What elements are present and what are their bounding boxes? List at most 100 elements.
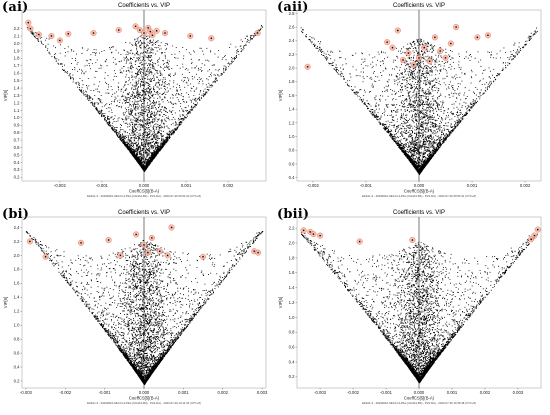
y-tick-label: 1.8 — [289, 79, 295, 84]
y-tick-label: 2.0 — [289, 240, 295, 245]
point-cloud — [25, 230, 264, 386]
x-tick-label: 0.001 — [467, 183, 478, 188]
highlight-point — [107, 239, 110, 241]
highlight-point — [155, 30, 158, 32]
data-points — [25, 230, 264, 386]
y-tick-label: 0.8 — [14, 337, 20, 342]
x-tick-label: -0.001 — [360, 183, 373, 188]
x-tick-label: 0.002 — [520, 183, 531, 188]
highlight-point — [67, 33, 69, 35]
y-tick-label: 1.1 — [14, 108, 20, 113]
highlight-point — [27, 21, 30, 24]
y-tick-label: 0.4 — [289, 359, 295, 364]
x-axis-label: CoeffCS[5](B-A) — [404, 189, 435, 194]
x-tick-label: 0.001 — [178, 390, 189, 395]
scatter-chart: Coefficients vs. VIP 0.2 0.3 0.4 0.5 0.6 0.7 0.… — [3, 3, 267, 198]
x-tick-label: 0.003 — [257, 390, 268, 395]
x-tick-label: -0.001 — [96, 183, 109, 188]
x-tick-label: 0.000 — [139, 390, 150, 395]
y-tick-label: 1.2 — [14, 309, 20, 314]
y-tick-label: 1.6 — [289, 93, 295, 98]
x-tick-label: 0.000 — [414, 390, 425, 395]
y-tick-label: 2.4 — [289, 38, 295, 43]
highlight-point — [80, 242, 82, 244]
highlight-point — [319, 234, 321, 237]
highlight-point — [312, 233, 315, 235]
y-tick-label: 0.4 — [14, 364, 20, 369]
highlight-point — [29, 27, 32, 30]
highlight-point — [118, 29, 120, 31]
y-tick-label: 1.6 — [14, 71, 20, 76]
y-tick-label: 1.7 — [14, 63, 20, 68]
panel-aii: (aii) Coefficients vs. VIP 0.4 0.6 0.8 1.0 1.… — [275, 0, 550, 207]
highlight-point — [450, 42, 452, 45]
footnote: EZ4A1-3 - 20230610-SECCI-4-Pilot (CH4A1-… — [362, 194, 476, 198]
y-tick-label: 2.0 — [14, 41, 20, 46]
y-tick-label: 1.2 — [289, 300, 295, 305]
highlight-point — [151, 34, 154, 36]
panel-label: (bii) — [277, 207, 310, 222]
highlight-point — [530, 238, 532, 241]
data-points — [300, 229, 538, 384]
highlight-point — [407, 52, 410, 54]
highlight-point — [537, 228, 539, 231]
highlight-point — [402, 59, 404, 61]
y-tick-label: 1.0 — [289, 315, 295, 320]
x-tick-label: 0.003 — [513, 390, 524, 395]
y-tick-label: 1.8 — [14, 56, 20, 61]
y-tick-label: 1.8 — [289, 255, 295, 260]
y-tick-label: 0.8 — [14, 130, 20, 135]
chart-title: Coefficients vs. VIP — [118, 210, 170, 216]
highlight-point — [397, 29, 399, 32]
highlight-point — [119, 254, 122, 257]
highlight-point — [147, 251, 149, 254]
y-tick-label: 1.6 — [14, 281, 20, 286]
scatter-chart: Coefficients vs. VIP 0.2 0.4 0.6 0.8 1.0 1.2 1.… — [3, 210, 268, 405]
footnote: EZ4A1-3 - 20230610-SECCI-4-Pilot (CH4A1-… — [362, 401, 476, 405]
x-tick-label: 0.002 — [217, 390, 228, 395]
y-tick-label: 2.2 — [289, 226, 295, 231]
highlight-point — [38, 33, 40, 36]
highlight-point — [455, 26, 457, 28]
y-tick-label: 0.6 — [289, 345, 295, 350]
x-axis-label: CoeffCS[5](B-A) — [129, 396, 160, 401]
x-tick-label: -0.001 — [380, 390, 393, 395]
highlight-point — [159, 250, 161, 252]
highlight-point — [444, 57, 447, 59]
highlight-point — [256, 32, 259, 34]
point-cloud — [26, 25, 264, 172]
x-axis-label: CoeffCS[5](B-A) — [404, 396, 435, 401]
y-tick-label: 0.8 — [289, 148, 295, 153]
highlight-point — [302, 229, 305, 232]
y-tick-label: 2.4 — [14, 225, 20, 230]
highlight-point — [139, 29, 141, 31]
chart-title: Coefficients vs. VIP — [393, 3, 445, 9]
panel-ai: (ai) Coefficients vs. VIP 0.2 0.3 0.4 0.5 0.6… — [0, 0, 275, 207]
y-tick-label: 1.2 — [289, 120, 295, 125]
y-tick-label: 2.2 — [14, 239, 20, 244]
y-tick-label: 1.4 — [14, 85, 20, 90]
highlight-point — [253, 250, 255, 252]
y-tick-label: 0.2 — [14, 175, 20, 180]
y-tick-label: 1.4 — [289, 107, 295, 112]
highlight-point — [257, 251, 259, 254]
y-axis-label: VIP[5] — [3, 297, 8, 308]
y-tick-label: 0.4 — [289, 175, 295, 180]
y-tick-label: 1.8 — [14, 267, 20, 272]
y-tick-label: 0.6 — [289, 161, 295, 166]
y-tick-label: 0.9 — [14, 123, 20, 128]
highlight-point — [487, 34, 489, 37]
y-tick-label: 1.4 — [14, 295, 20, 300]
x-tick-label: 0.001 — [181, 183, 192, 188]
highlight-point — [202, 256, 204, 258]
highlight-point — [412, 64, 415, 66]
highlighted-points — [304, 24, 491, 70]
x-axis-label: CoeffCS[5](B-A) — [129, 189, 160, 194]
x-tick-label: -0.002 — [347, 390, 360, 395]
x-tick-label: 0.002 — [480, 390, 491, 395]
highlight-point — [143, 32, 145, 34]
y-tick-label: 1.0 — [14, 323, 20, 328]
y-tick-label: 0.6 — [14, 145, 20, 150]
y-tick-label: 2.1 — [14, 33, 20, 38]
highlight-point — [533, 234, 536, 237]
